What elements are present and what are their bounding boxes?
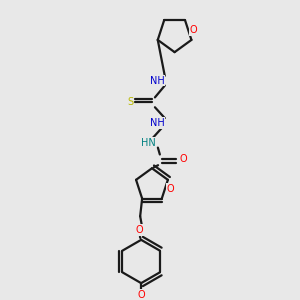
Text: O: O [189, 25, 197, 35]
Text: O: O [180, 154, 187, 164]
Text: NH: NH [149, 118, 164, 128]
Text: O: O [167, 184, 175, 194]
Text: O: O [135, 225, 143, 235]
Text: S: S [127, 97, 134, 107]
Text: HN: HN [141, 138, 155, 148]
Text: NH: NH [149, 76, 164, 86]
Text: O: O [137, 290, 145, 300]
